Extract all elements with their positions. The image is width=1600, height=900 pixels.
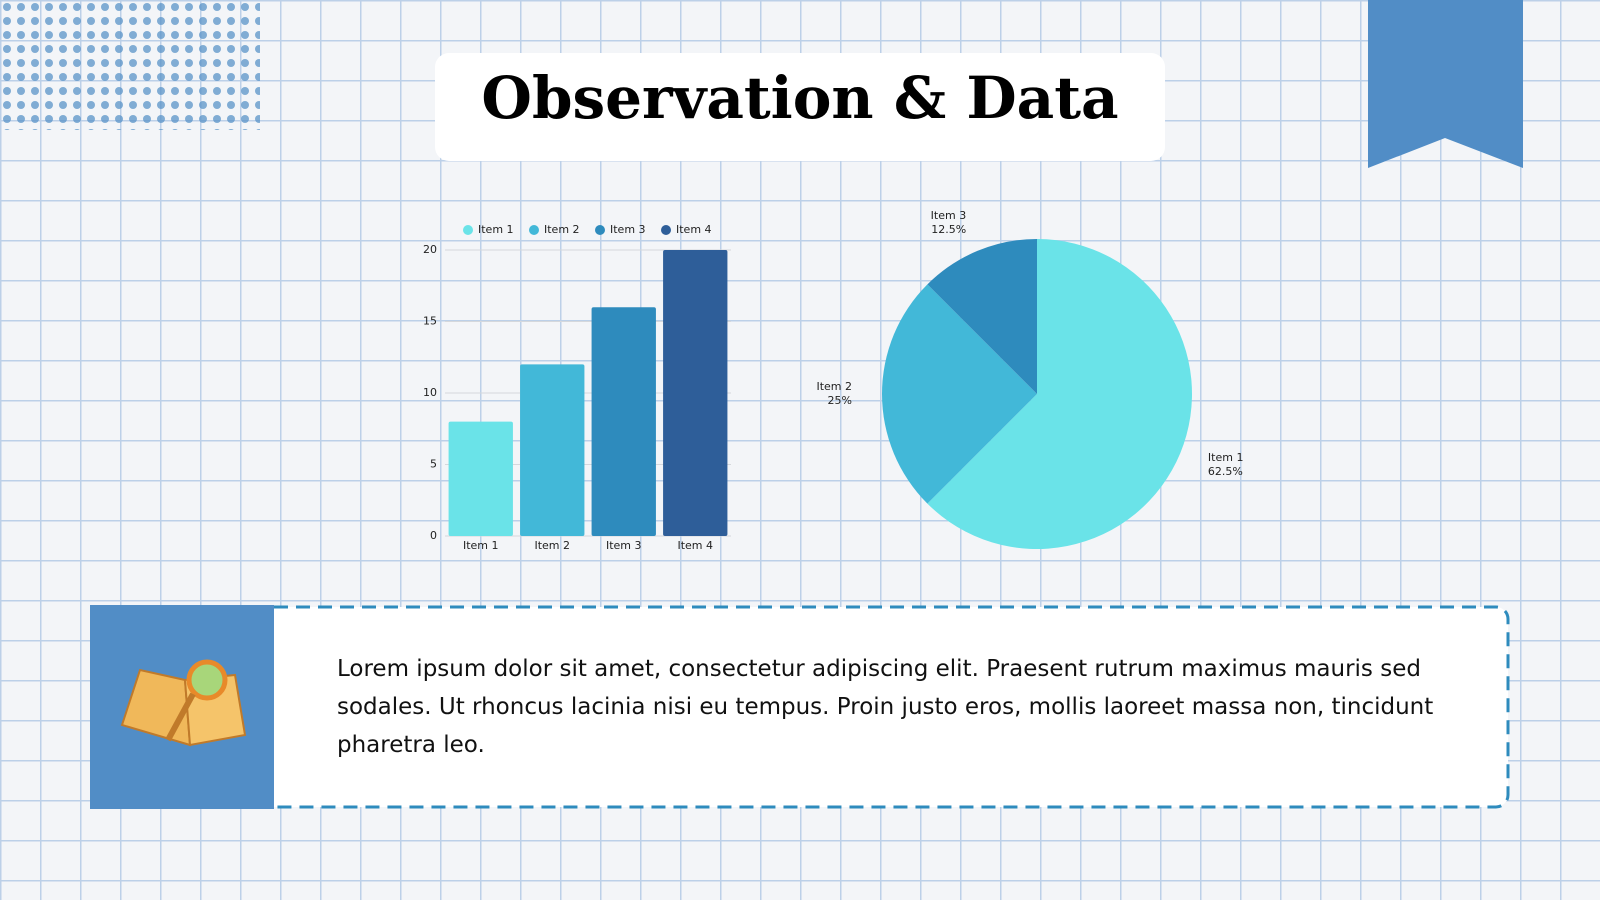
y-tick-label: 10 [423, 386, 437, 399]
pie-slice [881, 284, 1037, 504]
y-tick-label: 0 [430, 529, 437, 542]
book-icon [120, 659, 247, 747]
legend-label: Item 4 [676, 223, 712, 236]
slice-value-label: 25% [828, 394, 852, 407]
legend-label: Item 2 [544, 223, 580, 236]
ribbon [1368, 0, 1523, 168]
slice-value-label: 62.5% [1208, 465, 1243, 478]
text-box [274, 605, 1510, 809]
legend-label: Item 1 [478, 223, 514, 236]
bar [591, 307, 656, 536]
bar [663, 250, 728, 536]
y-tick-label: 15 [423, 315, 437, 328]
x-tick-label: Item 3 [606, 539, 642, 552]
legend-swatch [529, 225, 539, 235]
legend-swatch [661, 225, 671, 235]
pie-slice [927, 239, 1037, 394]
legend-swatch [595, 225, 605, 235]
legend-label: Item 3 [610, 223, 646, 236]
dot-decoration [0, 0, 260, 130]
y-tick-label: 5 [430, 458, 437, 471]
legend-swatch [463, 225, 473, 235]
slice-value-label: 12.5% [931, 223, 966, 236]
slice-label: Item 1 [1208, 451, 1244, 464]
title-box [435, 53, 1165, 161]
pie-slice [927, 239, 1192, 549]
bar [448, 421, 513, 536]
y-tick-label: 20 [423, 243, 437, 256]
x-tick-label: Item 4 [677, 539, 713, 552]
x-tick-label: Item 1 [463, 539, 499, 552]
slice-label: Item 2 [816, 380, 852, 393]
bar [520, 364, 585, 536]
x-tick-label: Item 2 [534, 539, 570, 552]
slice-label: Item 3 [931, 209, 967, 222]
body-text: Lorem ipsum dolor sit amet, consectetur … [337, 656, 1434, 758]
title: Observation & Data [481, 64, 1118, 132]
